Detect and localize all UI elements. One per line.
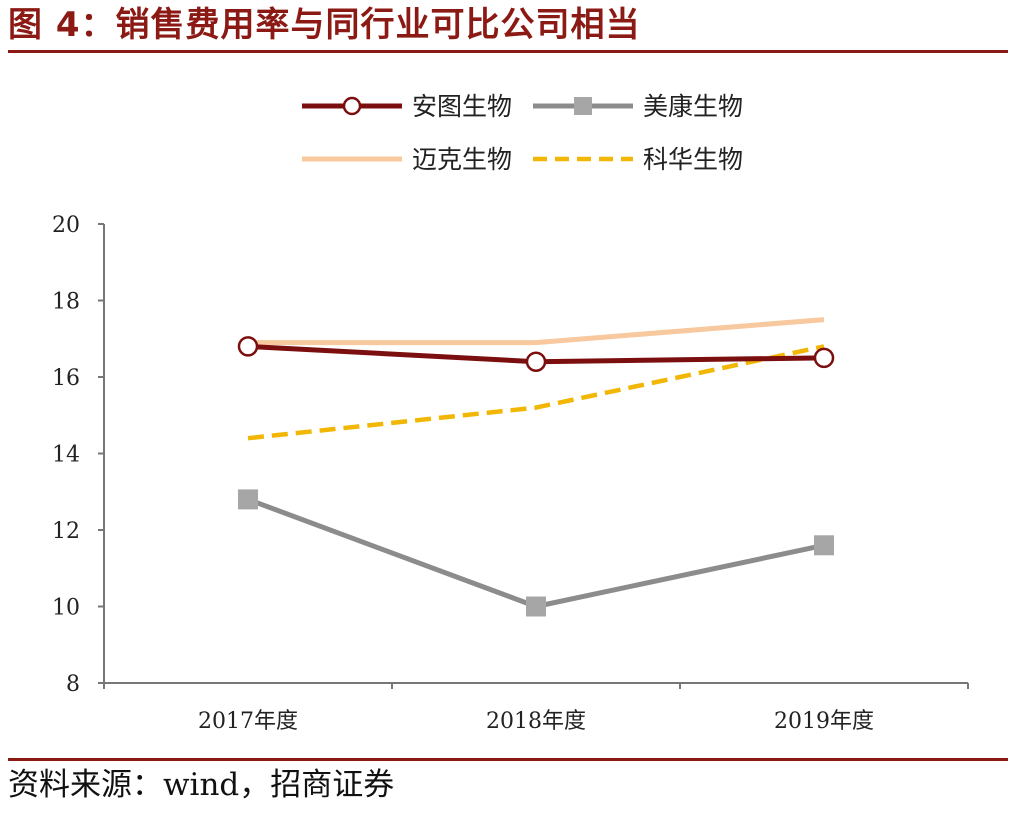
legend-label: 迈克生物 <box>412 145 512 174</box>
y-tick-label: 8 <box>66 672 80 697</box>
data-point-square <box>238 489 258 510</box>
data-point-square <box>814 535 834 556</box>
y-tick-label: 10 <box>52 596 80 621</box>
legend-marker-circle <box>342 96 362 116</box>
source-note: 资料来源：wind，招商证券 <box>8 767 395 803</box>
figure-title: 图 4：销售费用率与同行业可比公司相当 <box>8 5 641 45</box>
series-line <box>247 344 825 441</box>
title-rule <box>8 50 1008 53</box>
x-tick-label: 2017年度 <box>198 709 298 734</box>
legend-label: 科华生物 <box>643 145 743 174</box>
legend-label: 安图生物 <box>412 92 512 121</box>
y-tick-label: 20 <box>52 213 80 238</box>
chart-axes: 8 10 12 14 16 18 20 2017年度 2018年度 2019年度 <box>52 213 969 734</box>
series-line <box>248 317 825 346</box>
legend-marker-square <box>574 97 592 115</box>
data-point-square <box>526 596 546 617</box>
y-tick-label: 14 <box>52 443 80 468</box>
data-point-circle <box>237 336 259 357</box>
y-tick-label: 18 <box>52 290 80 315</box>
data-point-circle <box>525 351 547 372</box>
series-layer <box>237 317 835 617</box>
source-rule <box>8 758 1008 761</box>
data-point-circle <box>813 347 835 369</box>
series-line <box>247 497 825 609</box>
legend-label: 美康生物 <box>643 92 743 121</box>
x-tick-label: 2019年度 <box>774 709 874 734</box>
y-tick-label: 12 <box>52 519 80 544</box>
y-tick-label: 16 <box>52 366 80 391</box>
x-tick-label: 2018年度 <box>486 709 586 734</box>
